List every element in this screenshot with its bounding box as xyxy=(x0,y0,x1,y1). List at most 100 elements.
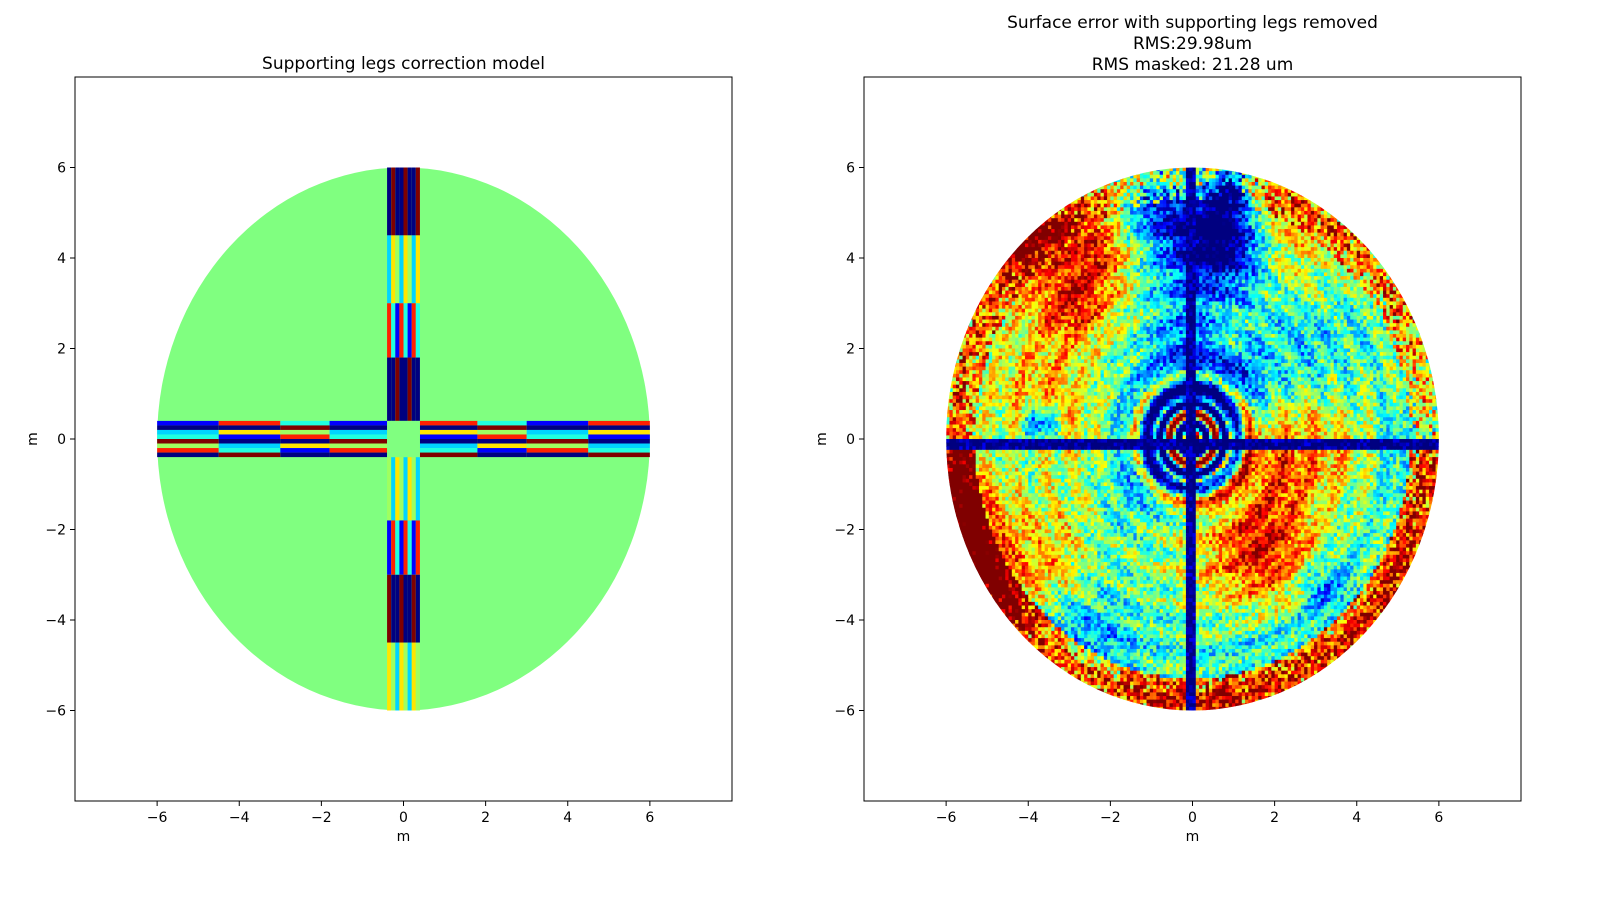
surface-error-cell xyxy=(1238,258,1243,263)
surface-error-cell xyxy=(1294,290,1299,295)
surface-error-cell xyxy=(1264,265,1269,270)
surface-error-cell xyxy=(1310,305,1315,310)
surface-error-cell xyxy=(1294,330,1299,335)
surface-error-cell xyxy=(1070,261,1075,266)
surface-error-cell xyxy=(1231,200,1236,205)
surface-error-cell xyxy=(1192,207,1197,212)
surface-error-cell xyxy=(1182,178,1187,183)
surface-error-cell xyxy=(1327,319,1331,324)
surface-error-cell xyxy=(1208,272,1213,277)
surface-error-cell xyxy=(1238,294,1243,299)
surface-error-cell xyxy=(1123,174,1128,179)
surface-error-cell xyxy=(1274,326,1279,331)
surface-error-cell xyxy=(1307,210,1312,216)
surface-error-cell xyxy=(1317,330,1322,335)
surface-error-cell xyxy=(1156,326,1161,331)
surface-error-cell xyxy=(1139,225,1144,230)
surface-error-cell xyxy=(1054,229,1059,234)
surface-error-cell xyxy=(1067,323,1072,328)
surface-error-cell xyxy=(992,294,996,299)
surface-error-cell xyxy=(1353,258,1358,263)
surface-error-cell xyxy=(1034,243,1039,248)
surface-error-cell xyxy=(1208,290,1213,295)
surface-error-cell xyxy=(1199,250,1203,255)
surface-error-cell xyxy=(1100,308,1105,313)
surface-error-cell xyxy=(1159,207,1164,212)
surface-error-cell xyxy=(1346,297,1351,302)
surface-error-cell xyxy=(1218,283,1223,288)
surface-error-cell xyxy=(1031,229,1036,234)
surface-error-cell xyxy=(1254,315,1259,321)
surface-error-cell xyxy=(1077,236,1082,241)
surface-error-cell xyxy=(1251,181,1256,187)
surface-error-cell xyxy=(1376,279,1381,284)
surface-error-cell xyxy=(1064,297,1069,302)
surface-error-cell xyxy=(1386,290,1391,295)
surface-error-cell xyxy=(1274,323,1279,328)
surface-error-cell xyxy=(1126,312,1131,317)
surface-error-cell xyxy=(1130,323,1134,328)
surface-error-cell xyxy=(1172,294,1177,299)
surface-error-cell xyxy=(1284,218,1289,223)
surface-error-cell xyxy=(1258,334,1262,339)
surface-error-cell xyxy=(1271,196,1276,201)
surface-error-cell xyxy=(1406,323,1410,328)
surface-error-cell xyxy=(1021,272,1026,277)
surface-error-cell xyxy=(1225,192,1230,197)
surface-error-cell xyxy=(1061,232,1065,237)
surface-error-cell xyxy=(1176,239,1180,245)
surface-error-cell xyxy=(1192,214,1197,219)
surface-error-cell xyxy=(1169,272,1174,277)
surface-error-cell xyxy=(1176,243,1180,248)
surface-error-cell xyxy=(1399,308,1404,313)
surface-error-cell xyxy=(1248,301,1253,306)
surface-error-cell xyxy=(1231,279,1236,284)
surface-error-cell xyxy=(1363,290,1368,295)
surface-error-cell xyxy=(1323,265,1328,270)
surface-error-cell xyxy=(1264,326,1269,331)
surface-error-cell xyxy=(1179,225,1184,230)
surface-error-cell xyxy=(1294,319,1299,324)
surface-error-cell xyxy=(1011,265,1016,270)
surface-error-cell xyxy=(1070,203,1075,208)
surface-error-cell xyxy=(982,312,987,317)
surface-error-cell xyxy=(1179,315,1184,321)
surface-error-cell xyxy=(1044,323,1049,328)
surface-error-cell xyxy=(1248,185,1253,190)
surface-error-cell xyxy=(1185,297,1190,302)
surface-error-cell xyxy=(1297,200,1302,205)
surface-error-cell xyxy=(1130,301,1134,306)
surface-error-cell xyxy=(1031,326,1036,331)
surface-error-cell xyxy=(1222,243,1226,248)
surface-error-cell xyxy=(1310,200,1315,205)
surface-error-cell xyxy=(1176,294,1180,299)
surface-error-cell xyxy=(1143,301,1148,306)
surface-error-cell xyxy=(1300,308,1305,313)
surface-error-cell xyxy=(1231,189,1236,194)
surface-error-cell xyxy=(1153,254,1157,259)
surface-error-cell xyxy=(1317,218,1322,223)
surface-error-cell xyxy=(1392,301,1397,306)
surface-error-cell xyxy=(1392,286,1397,292)
leg-strip-vertical xyxy=(411,520,416,575)
surface-error-cell xyxy=(1139,247,1144,252)
surface-error-cell xyxy=(1215,261,1220,266)
surface-error-cell xyxy=(1107,305,1111,310)
surface-error-cell xyxy=(965,334,970,339)
surface-error-cell xyxy=(1373,312,1377,317)
surface-error-cell xyxy=(1330,308,1335,313)
surface-error-cell xyxy=(1113,301,1118,306)
surface-error-cell xyxy=(1113,319,1118,324)
surface-error-cell xyxy=(1228,192,1233,197)
surface-error-cell xyxy=(1054,330,1059,335)
surface-error-cell xyxy=(1067,272,1072,277)
surface-error-cell xyxy=(1346,283,1351,288)
surface-error-cell xyxy=(1090,243,1095,248)
surface-error-cell xyxy=(1245,276,1249,281)
surface-error-cell xyxy=(1162,247,1167,252)
surface-error-cell xyxy=(1133,239,1138,245)
surface-error-cell xyxy=(1044,319,1049,324)
surface-error-cell xyxy=(1320,330,1325,335)
surface-error-cell xyxy=(1192,265,1197,270)
surface-error-cell xyxy=(1327,247,1331,252)
